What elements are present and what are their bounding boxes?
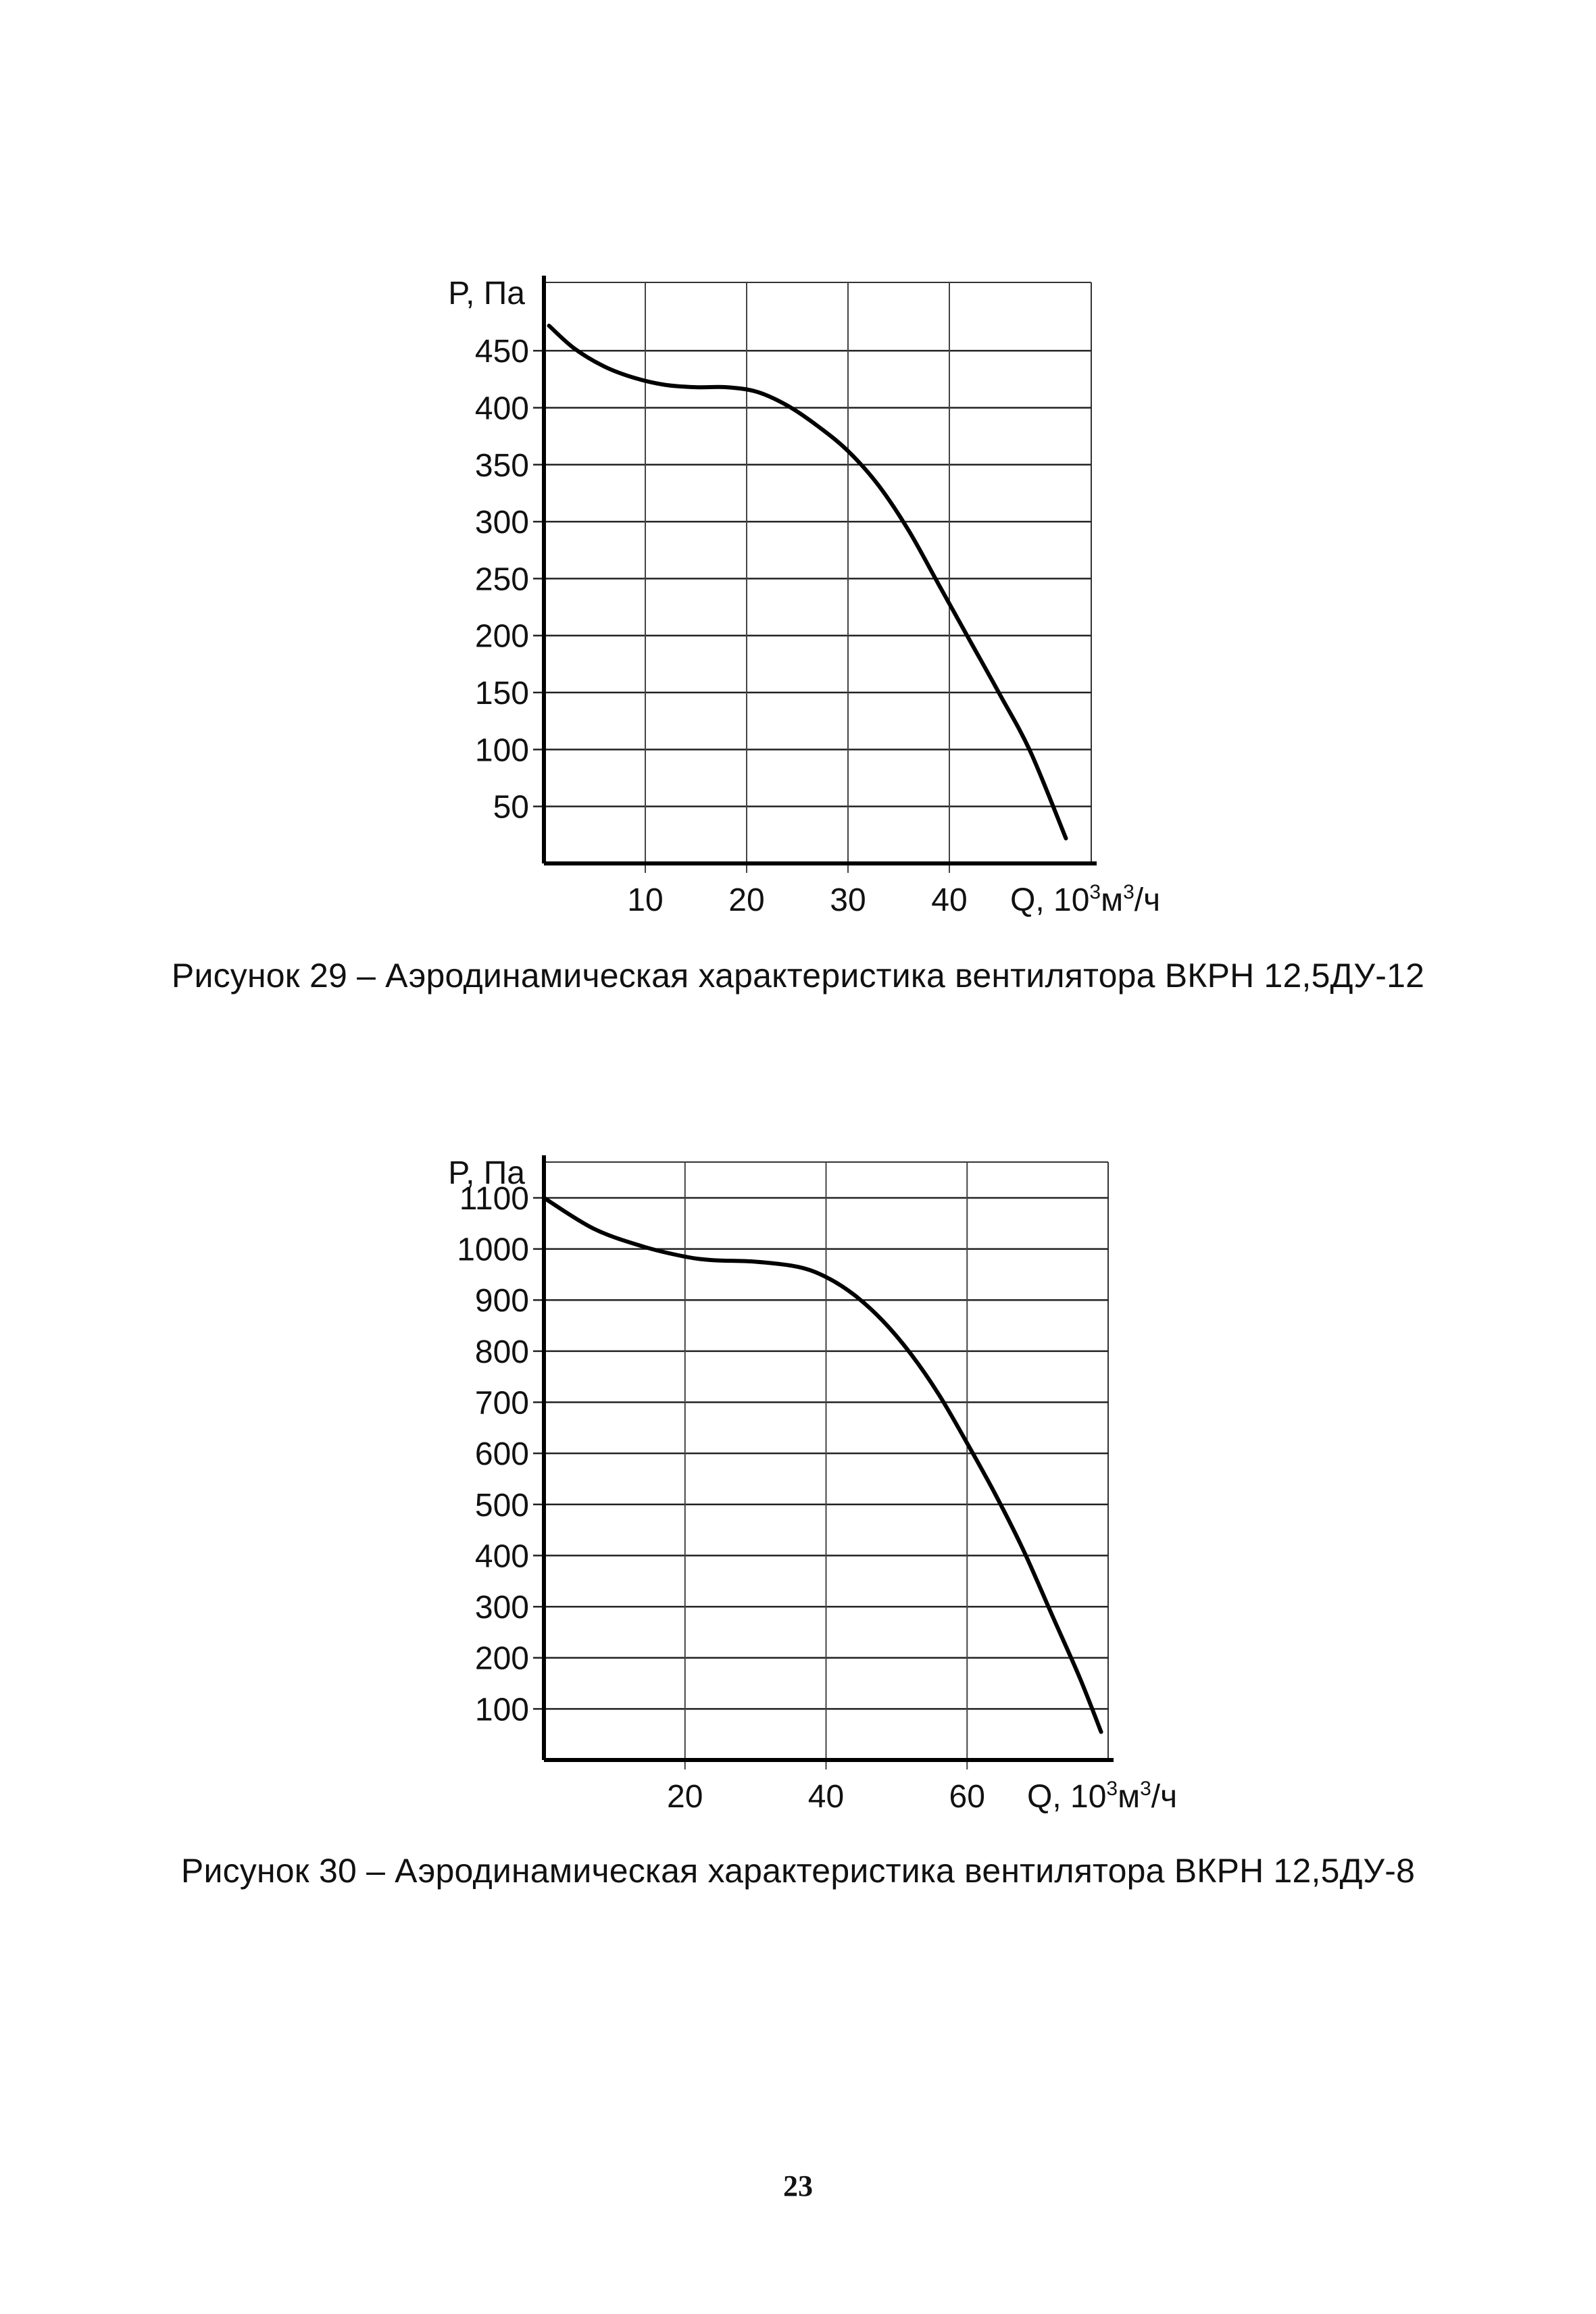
x-tick-label: 20 xyxy=(728,882,764,918)
y-tick-label: 400 xyxy=(475,1538,529,1574)
y-tick-label: 700 xyxy=(475,1386,529,1422)
y-tick-label: 250 xyxy=(475,561,529,597)
figure-30-caption: Рисунок 30 – Аэродинамическая характерис… xyxy=(180,1852,1416,1890)
y-tick-label: 300 xyxy=(475,505,529,540)
y-tick-label: 300 xyxy=(475,1590,529,1626)
y-tick-label: 200 xyxy=(475,619,529,655)
y-tick-label: 1000 xyxy=(457,1232,529,1268)
y-axis-label: P, Па xyxy=(448,1155,525,1191)
y-tick-label: 800 xyxy=(475,1334,529,1370)
y-tick-label: 600 xyxy=(475,1436,529,1472)
y-tick-label: 900 xyxy=(475,1283,529,1319)
series-line xyxy=(542,1195,1103,1734)
y-tick-label: 450 xyxy=(475,334,529,370)
y-tick-label: 500 xyxy=(475,1488,529,1524)
y-tick-label: 400 xyxy=(475,391,529,426)
series-line xyxy=(547,324,1068,840)
y-tick-label: 150 xyxy=(475,676,529,711)
x-tick-label: 10 xyxy=(627,882,663,918)
page-number: 23 xyxy=(783,2169,813,2203)
y-tick-label: 100 xyxy=(475,732,529,768)
x-axis-label: Q, 103м3/ч xyxy=(1027,1778,1177,1815)
x-axis-label: Q, 103м3/ч xyxy=(1010,881,1160,918)
x-tick-label: 40 xyxy=(808,1779,844,1815)
x-tick-label: 60 xyxy=(949,1779,985,1815)
y-axis-label: P, Па xyxy=(448,276,525,311)
y-tick-label: 350 xyxy=(475,448,529,484)
x-tick-label: 40 xyxy=(931,882,967,918)
y-tick-label: 50 xyxy=(493,790,529,826)
figure-29-caption: Рисунок 29 – Аэродинамическая характерис… xyxy=(171,957,1425,995)
x-tick-label: 30 xyxy=(830,882,866,918)
y-tick-label: 200 xyxy=(475,1641,529,1677)
x-tick-label: 20 xyxy=(667,1779,703,1815)
y-tick-label: 1100 xyxy=(459,1181,529,1217)
y-tick-label: 100 xyxy=(475,1692,529,1728)
